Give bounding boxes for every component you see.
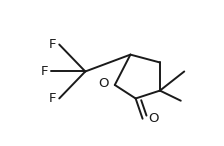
Text: O: O	[149, 112, 159, 125]
Text: F: F	[49, 38, 57, 51]
Text: F: F	[49, 92, 57, 105]
Text: O: O	[98, 77, 109, 90]
Text: F: F	[41, 65, 48, 78]
